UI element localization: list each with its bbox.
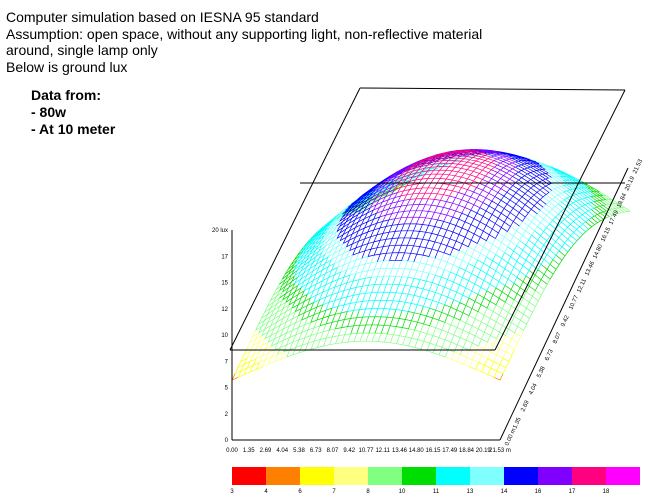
- mesh-lines: [279, 180, 610, 335]
- x-tick-label: 1.35: [243, 448, 255, 454]
- color-swatch: [266, 467, 300, 485]
- lux-tick-label: 2: [225, 412, 229, 418]
- x-tick-label: 14.80: [409, 448, 425, 454]
- color-swatch: [572, 467, 606, 485]
- lux-tick-label: 20 lux: [212, 228, 228, 234]
- x-tick-label: 18.84: [459, 448, 475, 454]
- depth-tick-label: 12.11: [576, 278, 588, 294]
- color-label: 10: [399, 489, 406, 495]
- data-from-title: Data from:: [31, 87, 101, 103]
- color-swatch: [470, 467, 504, 485]
- depth-tick-label: 6.73: [544, 348, 555, 362]
- axis-line: [499, 167, 629, 441]
- x-tick-label: 10.77: [358, 448, 374, 454]
- depth-tick-label: 4.04: [528, 382, 539, 396]
- mesh-lines: [234, 348, 516, 378]
- color-swatch: [368, 467, 402, 485]
- lux-tick-label: 10: [221, 333, 228, 339]
- data-from-item: - 80w: [31, 104, 66, 120]
- color-swatch: [300, 467, 334, 485]
- color-label: 16: [535, 489, 542, 495]
- header-line: Below is ground lux: [6, 59, 127, 75]
- color-label: 4: [264, 489, 268, 495]
- color-label: 17: [569, 489, 576, 495]
- lux-tick-label: 15: [221, 281, 228, 287]
- header-line: Computer simulation based on IESNA 95 st…: [6, 9, 319, 25]
- mesh-lines: [369, 149, 519, 225]
- x-tick-label: 13.46: [392, 448, 408, 454]
- x-tick-label: 2.69: [260, 448, 272, 454]
- x-tick-label: 20.19: [476, 448, 492, 454]
- x-tick-label: 6.73: [310, 448, 322, 454]
- color-label: 14: [501, 489, 508, 495]
- depth-tick-label: 2.69: [520, 399, 531, 413]
- lux-tick-label: 17: [221, 254, 228, 260]
- depth-tick-label: 1.35: [512, 416, 523, 430]
- frame-line: [494, 89, 626, 351]
- color-label: 11: [433, 489, 440, 495]
- x-tick-label: 17.49: [442, 448, 458, 454]
- color-swatch: [232, 467, 266, 485]
- color-scale: 3 4 6 7 8 10 11 13 14 16 17 18: [230, 467, 640, 495]
- mesh-lines: [243, 330, 524, 368]
- color-swatch: [436, 467, 470, 485]
- x-tick-label: 0.00: [226, 448, 238, 454]
- color-label: 3: [230, 489, 234, 495]
- color-swatch: [606, 467, 640, 485]
- depth-tick-label: 8.07: [552, 331, 563, 345]
- color-label: 13: [467, 489, 474, 495]
- color-label: 18: [603, 489, 610, 495]
- frame: [229, 87, 629, 441]
- surface-mesh: [231, 149, 631, 381]
- depth-tick-label: 9.42: [560, 314, 571, 328]
- x-tick-label: 9.42: [343, 448, 355, 454]
- mesh-lines: [231, 373, 504, 381]
- lux-tick-label: 12: [221, 307, 228, 313]
- lux-tick-label: 5: [225, 386, 229, 392]
- frame-line: [359, 87, 626, 91]
- x-tick-label: 5.38: [293, 448, 305, 454]
- color-label: 6: [298, 489, 302, 495]
- header-line: Assumption: open space, without any supp…: [6, 26, 482, 42]
- depth-tick-label: 5.38: [536, 365, 547, 379]
- color-swatch: [538, 467, 572, 485]
- color-swatch: [402, 467, 436, 485]
- x-tick-label: 16.15: [425, 448, 441, 454]
- color-label: 7: [332, 489, 336, 495]
- x-tick-label: 4.04: [276, 448, 288, 454]
- x-tick-label: 8.07: [327, 448, 339, 454]
- header-line: around, single lamp only: [6, 42, 158, 58]
- frame-line: [229, 87, 361, 351]
- color-swatch: [334, 467, 368, 485]
- lux-tick-label: 0: [225, 438, 229, 444]
- x-tick-label: 12.11: [375, 448, 390, 454]
- ticks: 0 2 5 7 10 12 15 17 20 lux 0.00 1.35 2.69 4.04 5.38 6.…: [212, 158, 644, 454]
- data-from-item: - At 10 meter: [31, 121, 116, 137]
- color-swatch: [504, 467, 538, 485]
- x-tick-label: 21.53 m: [489, 448, 511, 454]
- mesh-lines: [255, 191, 631, 358]
- color-label: 8: [366, 489, 370, 495]
- lux-tick-label: 7: [225, 359, 229, 365]
